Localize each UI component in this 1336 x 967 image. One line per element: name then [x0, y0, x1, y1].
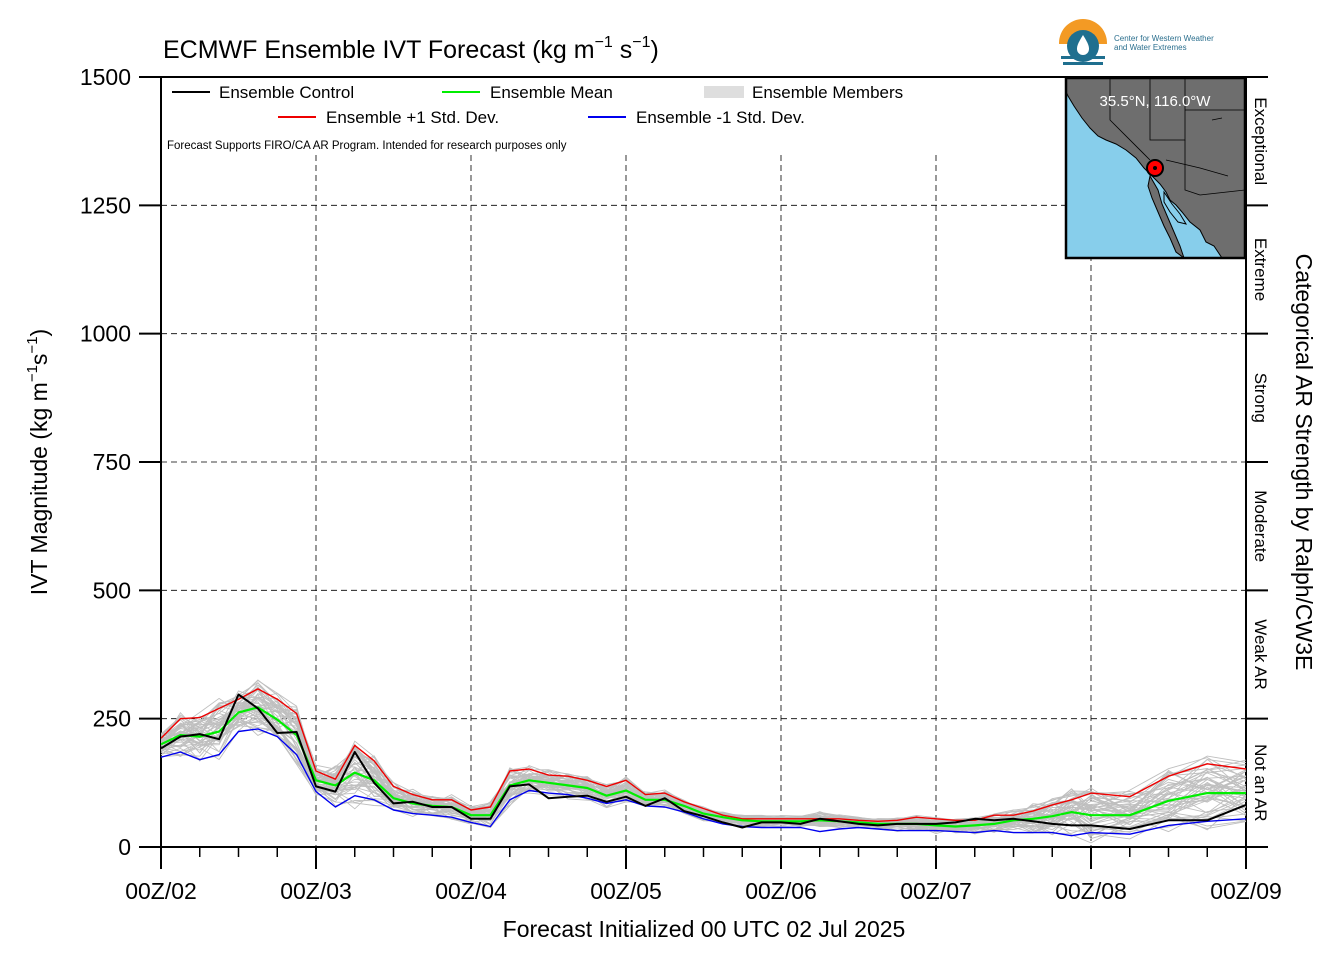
y-tick-label: 250 — [93, 706, 131, 732]
y-tick-label: 1500 — [80, 64, 131, 90]
y-tick-label: 1250 — [80, 192, 131, 218]
cw3e-logo: Center for Western Weather and Water Ext… — [1059, 19, 1214, 68]
legend-label-minus-std: Ensemble -1 Std. Dev. — [636, 108, 805, 127]
x-axis: 00Z/02 00Z/03 00Z/04 00Z/05 00Z/06 00Z/07 00Z/… — [125, 847, 1282, 904]
x-tick-label: 00Z/02 — [125, 878, 197, 904]
y-tick-label: 0 — [118, 834, 131, 860]
y-tick-label: 1000 — [80, 321, 131, 347]
inset-map: 35.5°N, 116.0°W — [1064, 76, 1247, 260]
inset-baja — [1147, 174, 1185, 258]
logo-line-2: and Water Extremes — [1114, 43, 1187, 52]
ensemble-member-line — [161, 704, 1246, 826]
minus-std-line — [161, 728, 1246, 837]
x-tick-label: 00Z/07 — [900, 878, 972, 904]
logo-line-1: Center for Western Weather — [1114, 34, 1214, 43]
disclaimer-text: Forecast Supports FIRO/CA AR Program. In… — [167, 140, 567, 152]
x-tick-label: 00Z/04 — [435, 878, 507, 904]
y-axis-label: IVT Magnitude (kg m−1s−1) — [24, 329, 52, 595]
ensemble-member-line — [161, 685, 1246, 825]
x-axis-label: Forecast Initialized 00 UTC 02 Jul 2025 — [503, 916, 906, 942]
inset-frame — [1064, 76, 1247, 260]
ensemble-member-line — [161, 679, 1246, 827]
plus-std-line — [161, 688, 1246, 822]
legend: Ensemble Control Ensemble Mean Ensemble … — [167, 83, 903, 152]
ensemble-member-line — [161, 706, 1246, 833]
legend-swatch-members — [704, 86, 744, 98]
x-tick-label: 00Z/06 — [745, 878, 817, 904]
x-tick-label: 00Z/03 — [280, 878, 352, 904]
category-label: Moderate — [1251, 490, 1270, 562]
control-line — [161, 693, 1246, 830]
ensemble-member-line — [161, 706, 1246, 825]
category-label: Extreme — [1251, 238, 1270, 301]
legend-label-mean: Ensemble Mean — [490, 83, 613, 102]
y-tick-label: 750 — [93, 449, 131, 475]
category-label: Weak AR — [1251, 619, 1270, 690]
x-tick-label: 00Z/05 — [590, 878, 662, 904]
mean-line — [161, 706, 1246, 828]
legend-label-plus-std: Ensemble +1 Std. Dev. — [326, 108, 499, 127]
category-label: Strong — [1251, 373, 1270, 423]
series-lines — [161, 688, 1246, 837]
chart-title: ECMWF Ensemble IVT Forecast (kg m−1 s−1) — [163, 34, 659, 64]
x-tick-label: 00Z/09 — [1210, 878, 1282, 904]
ensemble-member-line — [161, 697, 1246, 827]
x-tick-label: 00Z/08 — [1055, 878, 1127, 904]
category-axis: Not an AR Weak AR Moderate Strong Extreme Exc… — [1246, 76, 1270, 848]
inset-location-label: 35.5°N, 116.0°W — [1100, 93, 1212, 110]
ensemble-member-line — [161, 713, 1246, 840]
y-axis: 0 250 500 750 1000 1250 1500 — [80, 64, 161, 860]
legend-label-control: Ensemble Control — [219, 83, 354, 102]
category-label: Exceptional — [1251, 97, 1270, 185]
legend-label-members: Ensemble Members — [752, 83, 903, 102]
right-axis-label: Categorical AR Strength by Ralph/CW3E — [1291, 254, 1317, 671]
y-tick-label: 500 — [93, 577, 131, 603]
category-label: Not an AR — [1251, 744, 1270, 822]
